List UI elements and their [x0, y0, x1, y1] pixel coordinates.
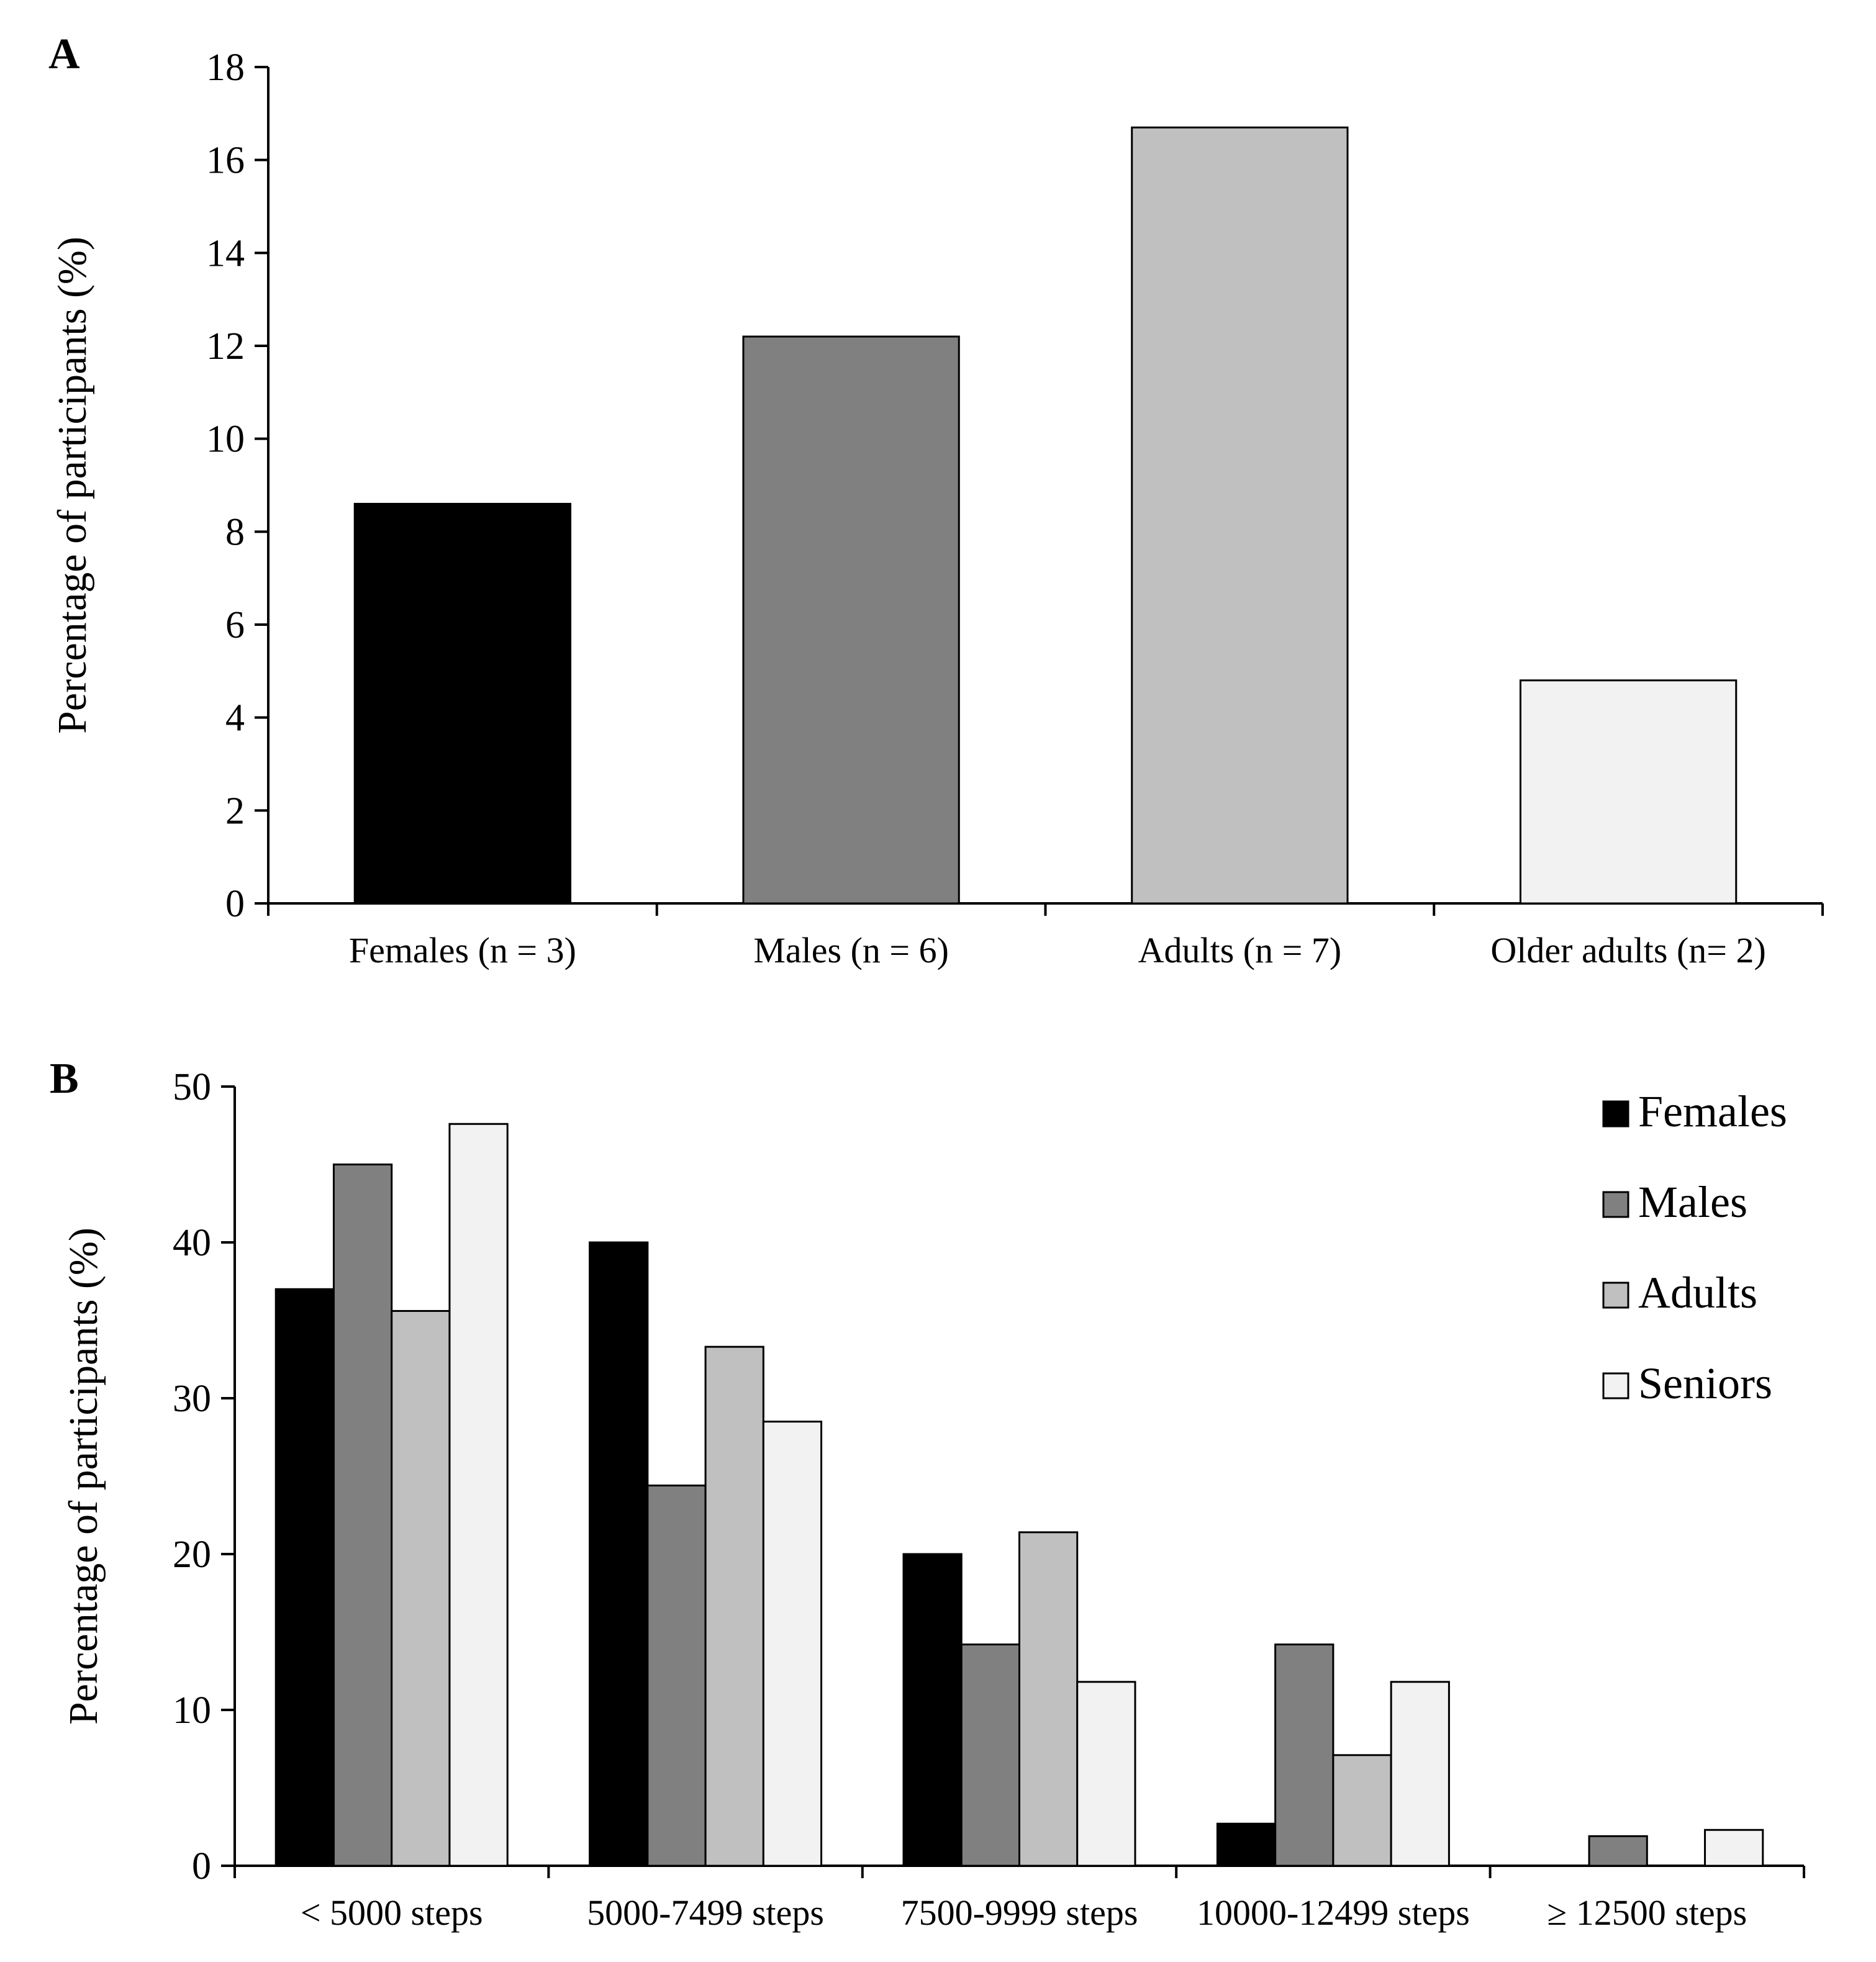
x-category-label: 10000-12499 steps — [1197, 1892, 1470, 1933]
bar-females-2 — [902, 1553, 963, 1867]
bar-females-0 — [274, 1288, 335, 1867]
y-tick-label: 40 — [173, 1222, 211, 1264]
y-tick-label: 8 — [225, 511, 245, 553]
x-category-label: Older adults (n= 2) — [1490, 930, 1765, 970]
x-category-label: Adults (n = 7) — [1138, 930, 1342, 970]
y-tick-label: 20 — [173, 1534, 211, 1576]
legend-swatch-seniors — [1602, 1372, 1629, 1399]
bar-males-3 — [1274, 1643, 1334, 1867]
y-tick-label: 0 — [225, 883, 245, 925]
y-tick-label: 0 — [192, 1845, 211, 1887]
y-tick-label: 30 — [173, 1378, 211, 1420]
legend-swatch-males — [1602, 1191, 1629, 1218]
bar-1 — [742, 335, 960, 905]
bar-0 — [353, 502, 572, 905]
panel-letter: A — [48, 30, 80, 78]
x-category-label: Females (n = 3) — [349, 930, 576, 970]
bar-males-2 — [960, 1643, 1020, 1867]
y-axis-title: Percentage of participants (%) — [61, 1227, 106, 1725]
y-tick-label: 6 — [225, 604, 245, 646]
y-tick-label: 14 — [206, 232, 245, 274]
legend-swatch-adults — [1602, 1282, 1629, 1309]
panel-letter: B — [50, 1055, 79, 1103]
bar-seniors-4 — [1704, 1829, 1764, 1867]
legend-label-males: Males — [1638, 1177, 1747, 1227]
bar-2 — [1131, 126, 1349, 905]
bar-seniors-1 — [762, 1421, 823, 1867]
y-tick-label: 16 — [206, 140, 245, 182]
bar-adults-2 — [1018, 1531, 1079, 1867]
x-category-label: ≥ 12500 steps — [1547, 1892, 1747, 1933]
bar-females-3 — [1216, 1822, 1277, 1867]
legend-swatch-females — [1602, 1100, 1629, 1128]
bar-females-1 — [589, 1241, 649, 1867]
bar-3 — [1519, 679, 1738, 905]
x-category-label: Males (n = 6) — [753, 930, 949, 970]
y-tick-label: 2 — [225, 790, 245, 832]
panel-a: A Percentage of participants (%) 0 2 4 6 8 10 12… — [48, 30, 1824, 970]
y-tick-label: 10 — [206, 418, 245, 461]
y-tick-label: 18 — [206, 47, 245, 89]
legend-label-females: Females — [1638, 1087, 1787, 1136]
y-tick-label: 50 — [173, 1066, 211, 1108]
y-axis-title: Percentage of participants (%) — [50, 237, 95, 734]
panel-b: B Percentage of participants (%) 0 10 20 30 40… — [50, 1055, 1805, 1933]
x-category-label: < 5000 steps — [301, 1892, 483, 1933]
y-tick-label: 4 — [225, 697, 245, 739]
bar-seniors-3 — [1390, 1681, 1450, 1867]
bar-males-4 — [1588, 1835, 1648, 1867]
bar-males-0 — [332, 1164, 393, 1867]
y-tick-label: 12 — [206, 325, 245, 368]
bar-seniors-2 — [1076, 1681, 1136, 1867]
x-category-label: 7500-9999 steps — [901, 1892, 1138, 1933]
legend-label-adults: Adults — [1638, 1268, 1757, 1318]
bar-seniors-0 — [448, 1123, 509, 1867]
y-tick-label: 10 — [173, 1689, 211, 1732]
bar-adults-0 — [391, 1309, 451, 1867]
x-category-label: 5000-7499 steps — [587, 1892, 824, 1933]
bar-adults-3 — [1332, 1754, 1392, 1867]
bar-males-1 — [646, 1485, 707, 1867]
bar-adults-1 — [704, 1345, 764, 1867]
legend-label-seniors: Seniors — [1638, 1358, 1772, 1408]
